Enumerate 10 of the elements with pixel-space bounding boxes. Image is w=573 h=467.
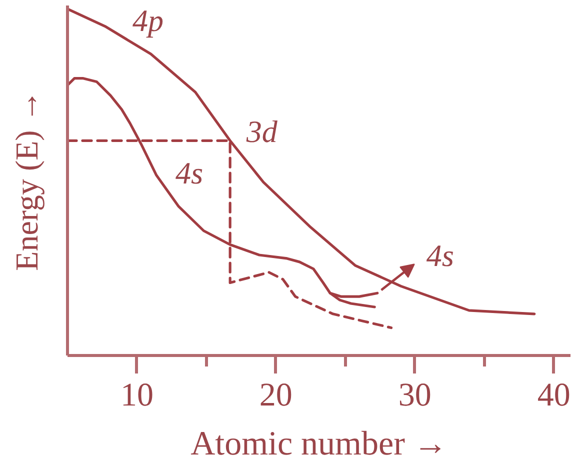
x-axis-title: Atomic number → — [190, 426, 448, 462]
x-tick-label: 20 — [259, 378, 292, 414]
annotation: 3d — [245, 114, 278, 150]
x-tick-label: 30 — [398, 378, 432, 414]
x-tick-label: 40 — [537, 378, 570, 414]
annotation: 4p — [132, 3, 164, 38]
annotation: 4s — [176, 156, 204, 191]
y-axis-title: Energy (E) → — [8, 90, 44, 271]
annotation: 4s — [426, 238, 454, 274]
x-tick-label: 10 — [120, 378, 154, 414]
